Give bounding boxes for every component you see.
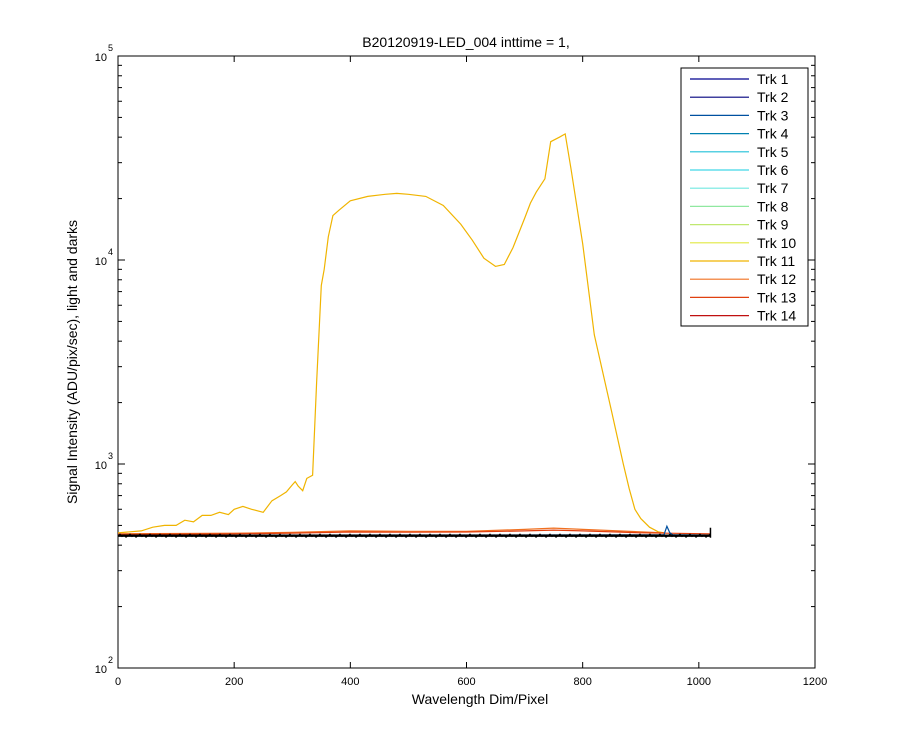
legend-box — [680, 67, 809, 327]
legend-label: Trk 13 — [757, 289, 796, 305]
series-noise-band — [117, 533, 711, 538]
x-tick-label: 800 — [573, 676, 591, 688]
legend-label: Trk 10 — [757, 235, 796, 251]
y-tick-label-exponent: 2 — [108, 655, 113, 665]
legend-label: Trk 12 — [757, 271, 796, 287]
legend-label: Trk 7 — [757, 180, 789, 196]
x-tick-label: 600 — [457, 676, 475, 688]
y-tick-label-exponent: 5 — [108, 43, 113, 53]
series-line-trk-11 — [117, 132, 665, 534]
series-layer — [117, 132, 712, 538]
legend-label: Trk 1 — [757, 71, 789, 87]
legend-label: Trk 3 — [757, 107, 789, 123]
series-line-trk-13 — [117, 529, 711, 536]
x-tick-label: 400 — [341, 676, 359, 688]
legend-label: Trk 9 — [757, 217, 789, 233]
legend-label: Trk 14 — [757, 308, 796, 324]
y-tick-label-exponent: 4 — [108, 247, 113, 257]
x-axis-label: Wavelength Dim/Pixel — [412, 691, 548, 707]
y-tick-label-base: 10 — [95, 52, 107, 64]
x-tick-label: 0 — [115, 676, 121, 688]
x-tick-label: 200 — [225, 676, 243, 688]
y-tick-label-base: 10 — [95, 664, 107, 676]
legend-label: Trk 11 — [757, 253, 795, 269]
x-tick-label: 1000 — [687, 676, 711, 688]
y-tick-label-base: 10 — [95, 256, 107, 268]
legend-label: Trk 6 — [757, 162, 789, 178]
y-axis-label: Signal Intensity (ADU/pix/sec), light an… — [64, 220, 80, 504]
legend-label: Trk 2 — [757, 89, 789, 105]
legend-label: Trk 8 — [757, 198, 789, 214]
legend-label: Trk 4 — [757, 126, 789, 142]
chart-title: B20120919-LED_004 inttime = 1, — [362, 34, 569, 50]
legend: Trk 1 Trk 2 Trk 3 Trk 4 Trk 5 Trk 6 Trk 7 Trk 8… — [680, 67, 809, 327]
x-tick-label: 1200 — [803, 676, 827, 688]
y-tick-label-exponent: 3 — [108, 451, 113, 461]
y-tick-label-base: 10 — [95, 460, 107, 472]
legend-label: Trk 5 — [757, 144, 789, 160]
series-line-trk-12 — [117, 527, 665, 535]
